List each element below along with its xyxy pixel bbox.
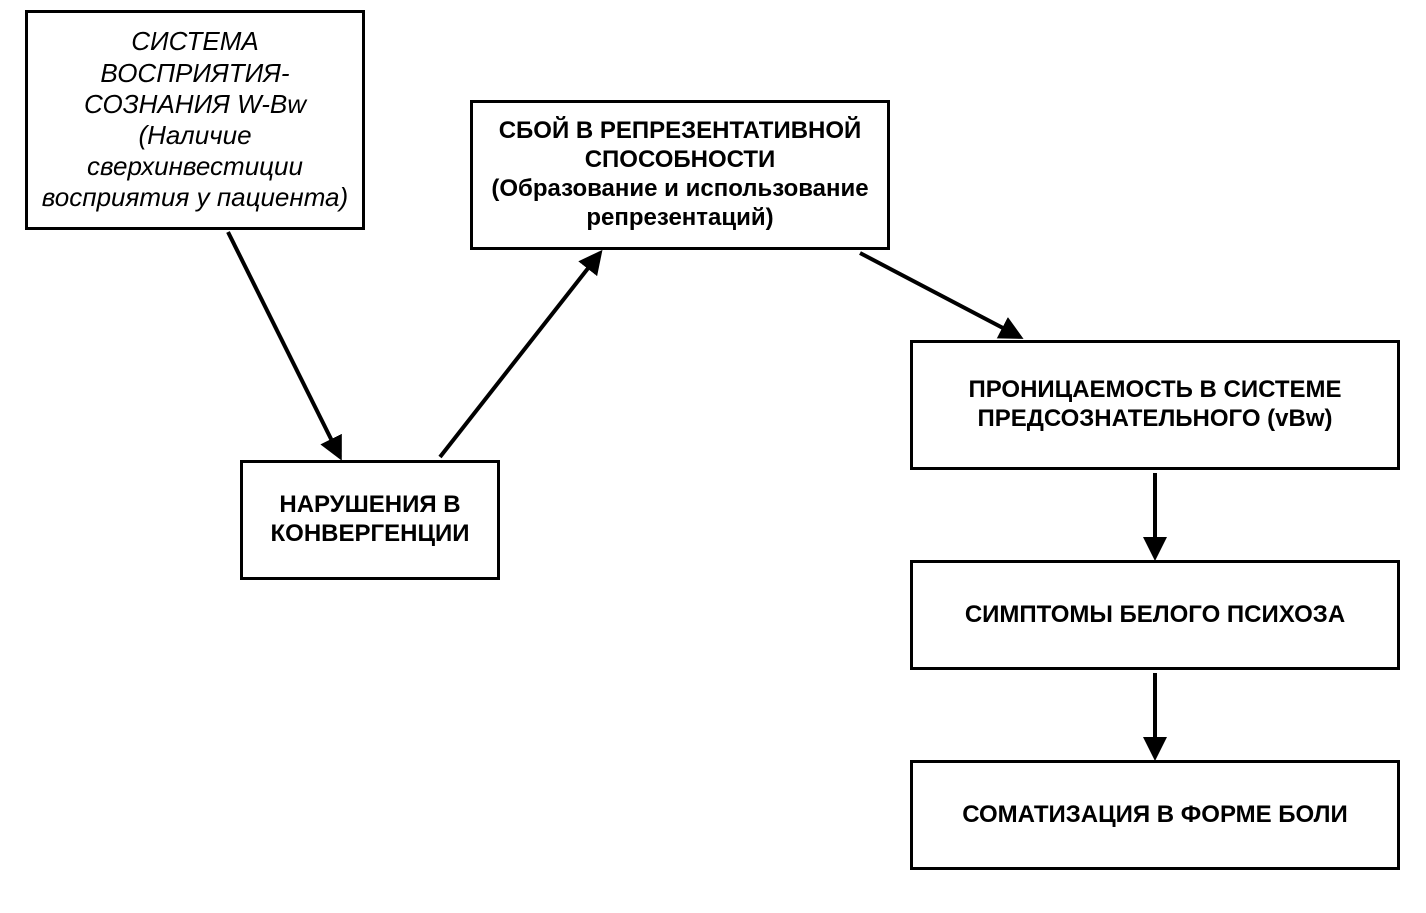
node-representation-failure: СБОЙ В РЕПРЕЗЕНТАТИВНОЙ СПОСОБНОСТИ (Обр… [470, 100, 890, 250]
edge-arrow [440, 253, 600, 457]
node-line: репрезентаций) [586, 204, 773, 233]
node-line: СОЗНАНИЯ W-Bw [84, 89, 306, 120]
edge-arrow [860, 253, 1020, 337]
node-line: сверхинвестиции [87, 151, 303, 182]
edge-arrow [228, 232, 340, 457]
node-line: ПРЕДСОЗНАТЕЛЬНОГО (vBw) [978, 405, 1333, 434]
node-line: НАРУШЕНИЯ В [279, 491, 460, 520]
node-convergence-violations: НАРУШЕНИЯ В КОНВЕРГЕНЦИИ [240, 460, 500, 580]
node-line: СИСТЕМА [131, 26, 259, 57]
node-somatization-pain: СОМАТИЗАЦИЯ В ФОРМЕ БОЛИ [910, 760, 1400, 870]
node-line: (Образование и использование [491, 175, 868, 204]
node-line: СПОСОБНОСТИ [585, 146, 776, 175]
node-line: СБОЙ В РЕПРЕЗЕНТАТИВНОЙ [499, 117, 862, 146]
node-line: СОМАТИЗАЦИЯ В ФОРМЕ БОЛИ [962, 801, 1347, 830]
node-line: ВОСПРИЯТИЯ- [100, 58, 289, 89]
node-line: восприятия у пациента) [42, 182, 348, 213]
node-white-psychosis-symptoms: СИМПТОМЫ БЕЛОГО ПСИХОЗА [910, 560, 1400, 670]
node-line: КОНВЕРГЕНЦИИ [271, 520, 470, 549]
node-perception-system: СИСТЕМА ВОСПРИЯТИЯ- СОЗНАНИЯ W-Bw (Налич… [25, 10, 365, 230]
flowchart-stage: СИСТЕМА ВОСПРИЯТИЯ- СОЗНАНИЯ W-Bw (Налич… [0, 0, 1426, 913]
node-line: СИМПТОМЫ БЕЛОГО ПСИХОЗА [965, 601, 1345, 630]
node-line: (Наличие [138, 120, 251, 151]
node-line: ПРОНИЦАЕМОСТЬ В СИСТЕМЕ [968, 376, 1341, 405]
node-preconscious-permeability: ПРОНИЦАЕМОСТЬ В СИСТЕМЕ ПРЕДСОЗНАТЕЛЬНОГ… [910, 340, 1400, 470]
